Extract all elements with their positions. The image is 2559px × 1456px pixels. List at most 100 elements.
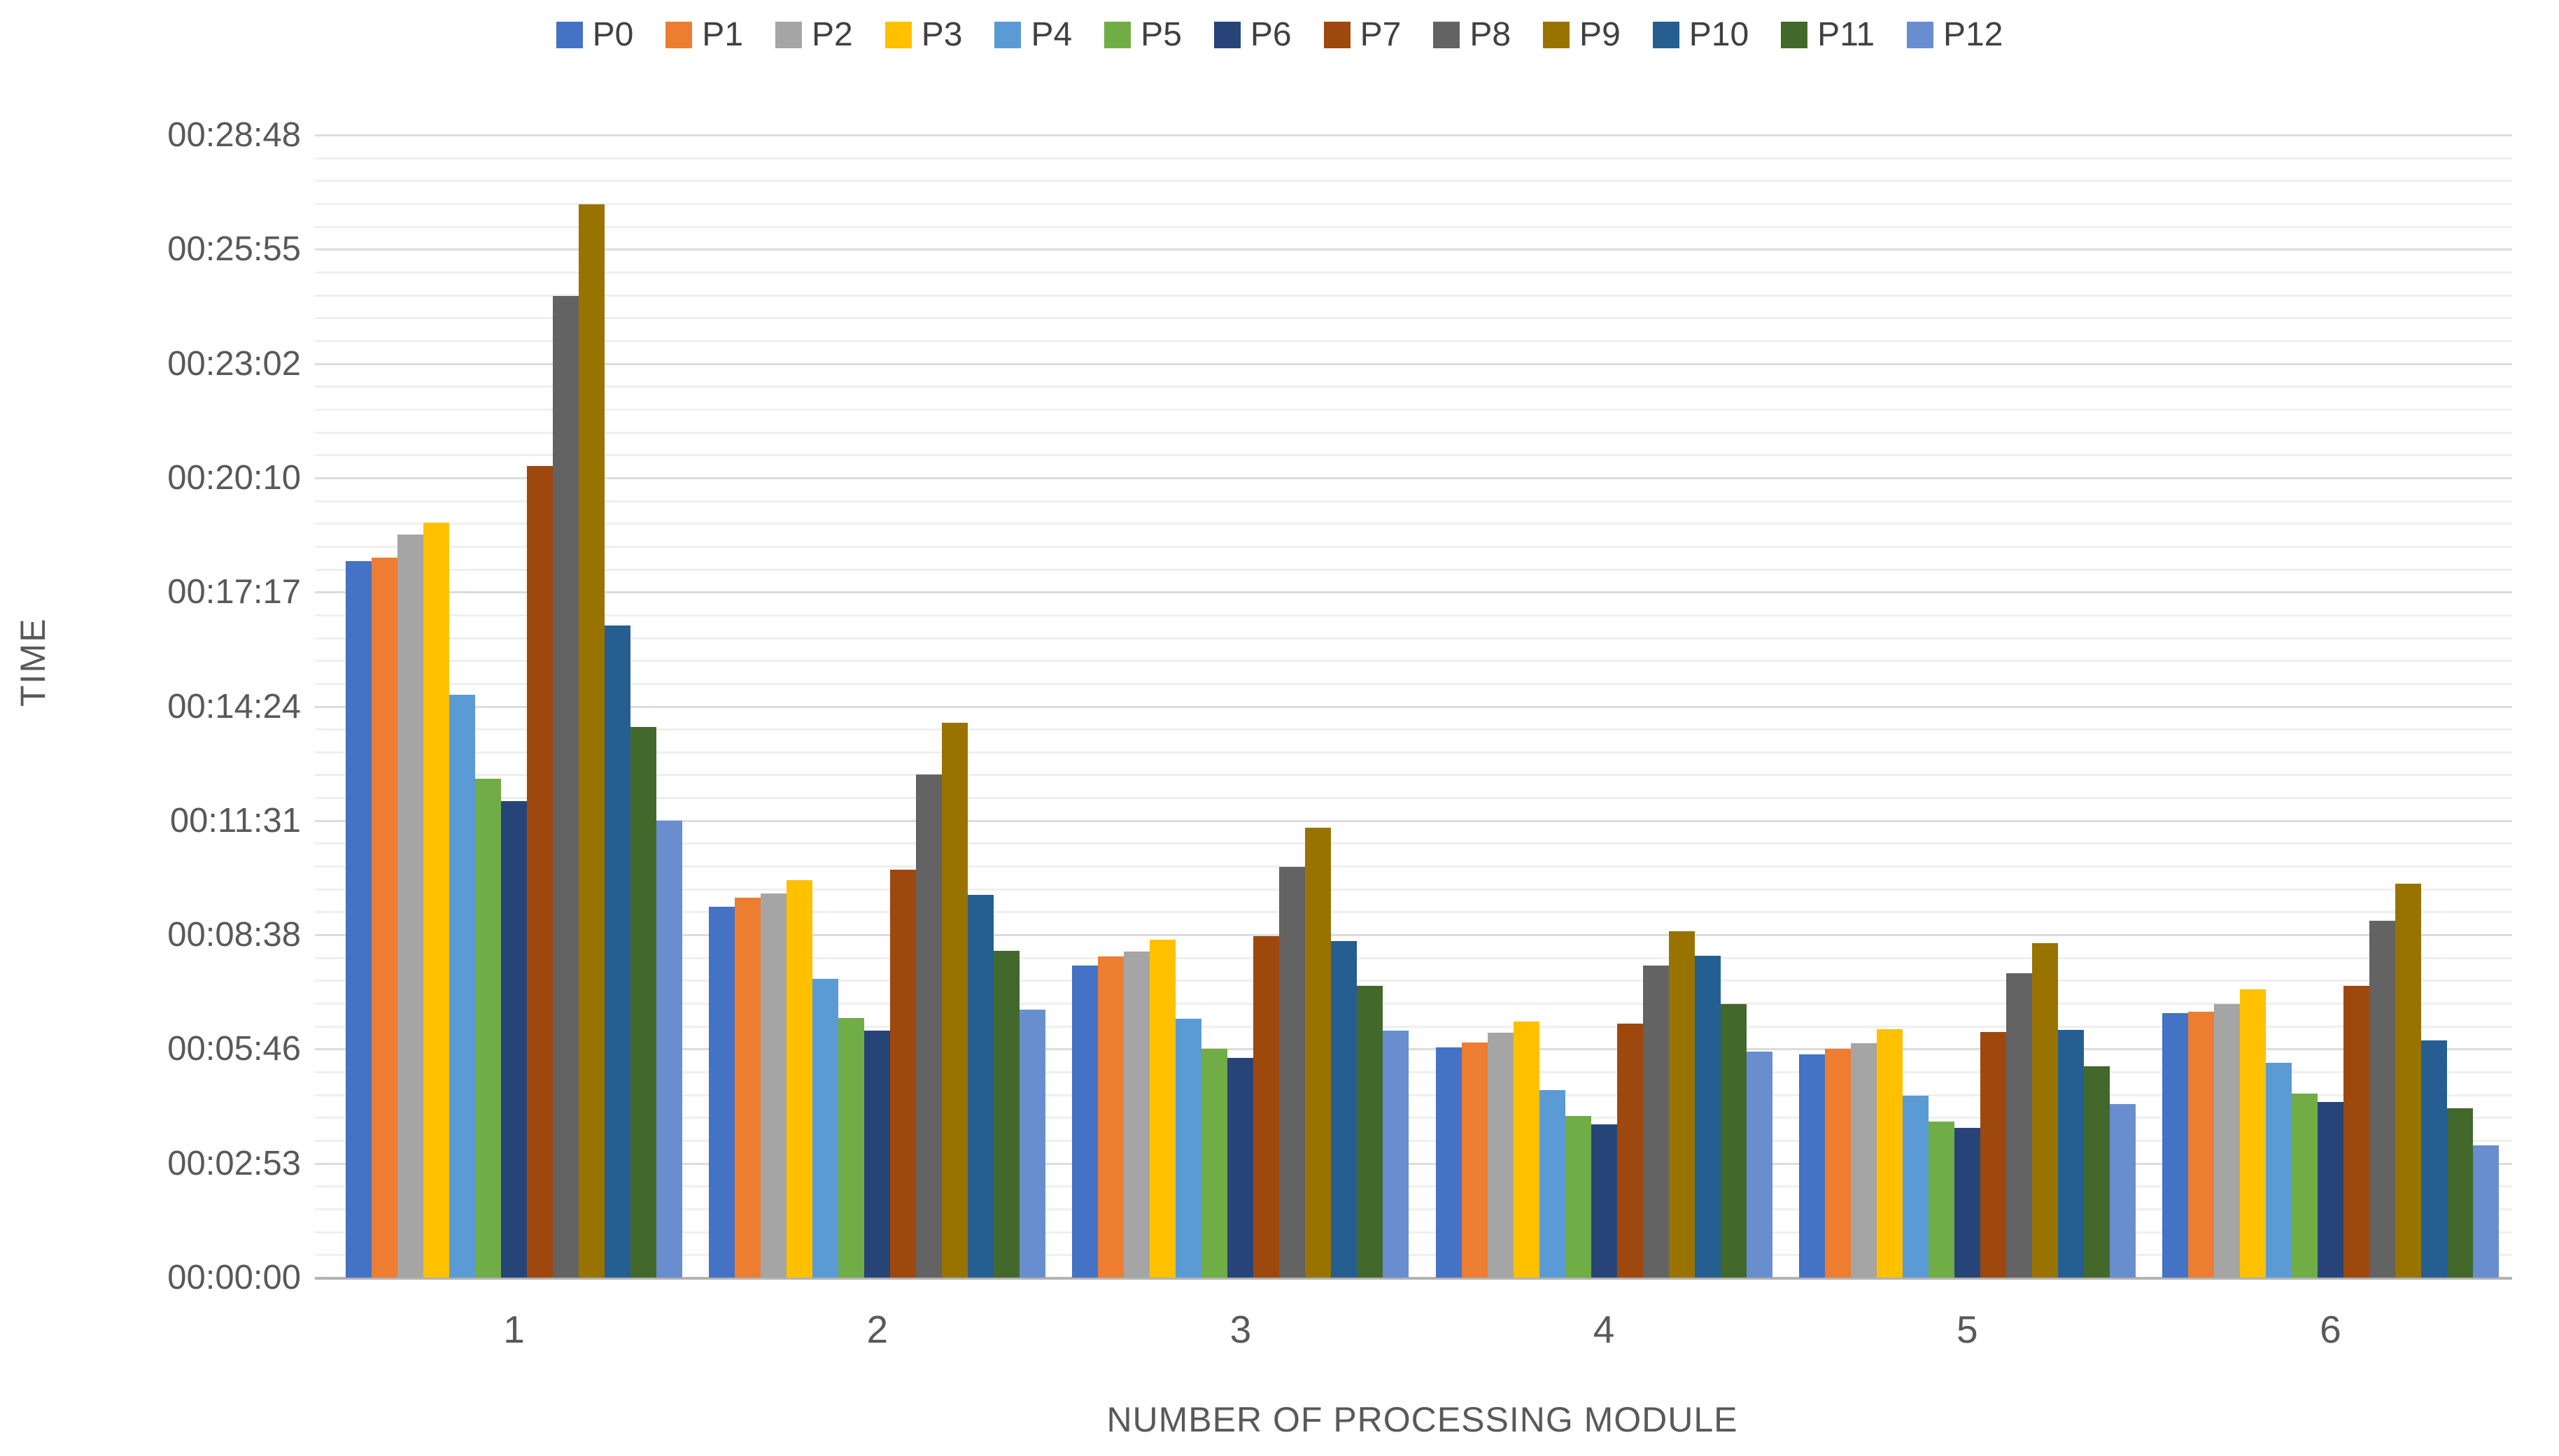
legend-item-p2[interactable]: P2 [775,15,853,54]
major-gridline [315,591,2512,594]
bar-p12-module3[interactable] [1383,1030,1409,1278]
bar-p11-module3[interactable] [1357,986,1383,1278]
bar-p6-module4[interactable] [1591,1124,1617,1278]
bar-p2-module2[interactable] [761,893,787,1278]
bar-p4-module5[interactable] [1902,1096,1929,1278]
bar-p4-module6[interactable] [2265,1062,2292,1278]
bar-p4-module4[interactable] [1539,1089,1565,1278]
bar-p1-module1[interactable] [372,557,398,1278]
bar-p5-module4[interactable] [1565,1116,1591,1278]
bar-p4-module2[interactable] [812,978,839,1278]
bar-p8-module2[interactable] [916,774,943,1278]
legend-item-p0[interactable]: P0 [556,15,633,54]
bar-p5-module1[interactable] [475,779,502,1278]
bar-p7-module6[interactable] [2343,986,2369,1278]
legend-item-p11[interactable]: P11 [1781,15,1875,54]
bar-p2-module1[interactable] [397,534,424,1278]
bar-p7-module3[interactable] [1253,936,1280,1278]
bar-p3-module6[interactable] [2239,989,2266,1278]
legend-item-p3[interactable]: P3 [884,15,962,54]
bar-p4-module3[interactable] [1176,1018,1202,1278]
y-tick-label: 00:28:48 [167,116,301,154]
bar-p8-module4[interactable] [1642,965,1669,1278]
bar-p0-module6[interactable] [2162,1013,2188,1278]
bar-p3-module5[interactable] [1876,1029,1903,1278]
bar-p1-module2[interactable] [735,897,761,1278]
bar-p9-module2[interactable] [942,723,968,1278]
legend-label: P6 [1250,16,1292,53]
bar-p9-module3[interactable] [1305,828,1332,1278]
bar-p8-module5[interactable] [2005,973,2032,1278]
bar-p2-module4[interactable] [1487,1033,1514,1278]
x-axis-line [315,1277,2512,1280]
bar-p7-module1[interactable] [527,465,554,1278]
bar-p5-module6[interactable] [2291,1094,2318,1278]
bar-p9-module6[interactable] [2395,883,2421,1278]
legend-item-p7[interactable]: P7 [1323,15,1401,54]
legend-item-p4[interactable]: P4 [994,15,1072,54]
bar-p1-module3[interactable] [1098,956,1125,1278]
bar-p0-module1[interactable] [346,560,372,1278]
minor-gridline [315,339,2512,342]
bar-p5-module2[interactable] [838,1017,865,1278]
bar-p6-module3[interactable] [1227,1058,1254,1278]
bar-p4-module1[interactable] [449,695,476,1278]
bar-p11-module4[interactable] [1720,1003,1747,1278]
bar-p6-module5[interactable] [1954,1128,1980,1278]
bar-p1-module4[interactable] [1461,1042,1488,1278]
bar-p5-module3[interactable] [1201,1049,1228,1278]
bar-group-2 [696,135,1059,1278]
bar-p3-module3[interactable] [1150,940,1176,1278]
bar-p0-module3[interactable] [1072,965,1099,1278]
bar-p10-module1[interactable] [605,625,631,1278]
legend-item-p9[interactable]: P9 [1543,15,1621,54]
bar-p3-module1[interactable] [423,522,450,1278]
legend-item-p12[interactable]: P12 [1907,15,2003,54]
x-category-label-1: 1 [503,1308,525,1351]
bar-p8-module1[interactable] [553,295,579,1278]
bar-p10-module6[interactable] [2420,1040,2447,1278]
bar-p2-module3[interactable] [1124,952,1150,1278]
bar-p9-module4[interactable] [1668,931,1695,1278]
bar-p0-module4[interactable] [1435,1047,1462,1278]
bar-p3-module2[interactable] [787,880,813,1278]
legend-item-p8[interactable]: P8 [1433,15,1511,54]
legend-item-p5[interactable]: P5 [1104,15,1182,54]
bar-p6-module6[interactable] [2317,1101,2343,1278]
bar-p5-module5[interactable] [1928,1121,1954,1278]
bar-p12-module2[interactable] [1020,1010,1046,1278]
bar-p6-module2[interactable] [864,1030,891,1278]
legend-swatch-icon [1543,21,1570,48]
bar-p1-module5[interactable] [1824,1049,1851,1278]
bar-p8-module6[interactable] [2369,920,2395,1278]
bar-p8-module3[interactable] [1279,867,1306,1278]
bar-p12-module4[interactable] [1746,1051,1772,1278]
bar-p3-module4[interactable] [1513,1022,1539,1278]
bar-p11-module1[interactable] [630,726,657,1278]
bar-p1-module6[interactable] [2187,1012,2214,1278]
legend-item-p1[interactable]: P1 [665,15,743,54]
bar-p10-module4[interactable] [1694,955,1721,1278]
bar-p11-module6[interactable] [2446,1108,2473,1278]
legend-item-p6[interactable]: P6 [1213,15,1292,54]
bar-p12-module5[interactable] [2109,1104,2136,1278]
bar-p11-module5[interactable] [2083,1066,2110,1278]
bar-p10-module5[interactable] [2057,1029,2084,1278]
bar-p9-module5[interactable] [2031,942,2058,1278]
bar-p7-module4[interactable] [1616,1024,1643,1278]
bar-p0-module2[interactable] [709,906,735,1278]
bar-p10-module3[interactable] [1331,940,1358,1278]
bar-p7-module2[interactable] [890,869,917,1278]
bar-p12-module1[interactable] [656,821,683,1278]
bar-p7-module5[interactable] [1980,1032,2006,1278]
bar-p11-module2[interactable] [994,951,1020,1278]
y-tick-label: 00:20:10 [167,458,301,497]
bar-p10-module2[interactable] [968,894,994,1278]
bar-p6-module1[interactable] [501,800,528,1278]
bar-p2-module6[interactable] [2213,1003,2240,1278]
bar-p2-module5[interactable] [1850,1043,1877,1278]
legend-item-p10[interactable]: P10 [1652,15,1749,54]
bar-p9-module1[interactable] [579,204,605,1278]
bar-p0-module5[interactable] [1798,1054,1825,1278]
bar-p12-module6[interactable] [2472,1145,2499,1278]
